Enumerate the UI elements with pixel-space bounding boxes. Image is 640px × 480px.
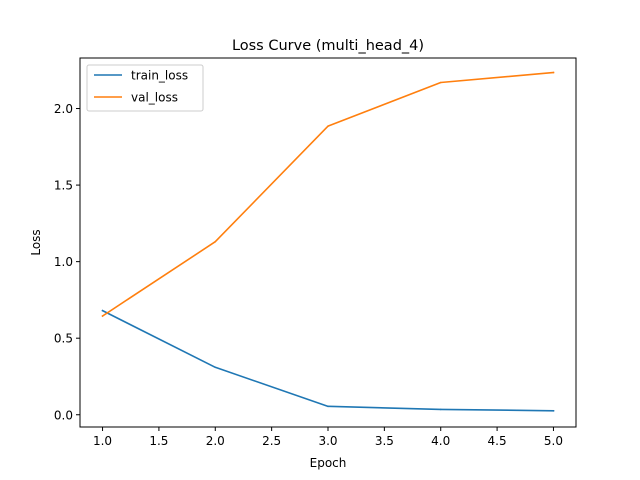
data-point-val-loss	[101, 315, 104, 317]
data-point-val-loss	[327, 125, 329, 127]
data-point-val-loss	[552, 71, 555, 74]
x-tick-label: 2.5	[262, 434, 281, 448]
y-tick-label: 1.0	[54, 255, 73, 269]
series-layer	[101, 71, 555, 412]
legend-label: train_loss	[131, 69, 188, 83]
data-point-train-loss	[552, 409, 555, 412]
data-point-train-loss	[101, 309, 104, 312]
x-tick-label: 4.5	[488, 434, 507, 448]
legend-box	[86, 64, 204, 112]
chart-title: Loss Curve (multi_head_4)	[232, 38, 424, 54]
y-tick-label: 2.0	[54, 102, 73, 116]
data-point-val-loss	[214, 240, 217, 243]
data-point-train-loss	[214, 366, 217, 369]
data-point-train-loss	[439, 408, 442, 411]
data-point-train-loss	[327, 405, 329, 408]
plot-frame	[79, 57, 577, 428]
y-tick-label: 0.5	[54, 332, 73, 346]
x-tick-label: 3.5	[375, 434, 394, 448]
y-tick-label: 1.5	[54, 179, 73, 193]
data-point-val-loss	[439, 81, 442, 84]
x-tick-label: 1.0	[93, 434, 112, 448]
x-axis-title: Epoch	[310, 456, 347, 470]
y-axis-title: Loss	[29, 229, 43, 255]
x-tick-label: 3.0	[318, 434, 337, 448]
y-axis-ticks: 0.0 0.5 1.0 1.5 2.0	[54, 102, 80, 422]
x-tick-label: 2.0	[206, 434, 225, 448]
x-tick-label: 4.0	[431, 434, 450, 448]
x-tick-label: 5.0	[544, 434, 563, 448]
y-tick-label: 0.0	[54, 408, 73, 422]
series-line-train-loss	[101, 309, 555, 412]
legend-label: val_loss	[131, 91, 178, 105]
legend: train_loss val_loss	[86, 64, 204, 112]
x-tick-label: 1.5	[149, 434, 168, 448]
x-axis-ticks: 1.0 1.5 2.0 2.5 3.0 3.5 4.0 4.5 5.0	[93, 427, 563, 448]
